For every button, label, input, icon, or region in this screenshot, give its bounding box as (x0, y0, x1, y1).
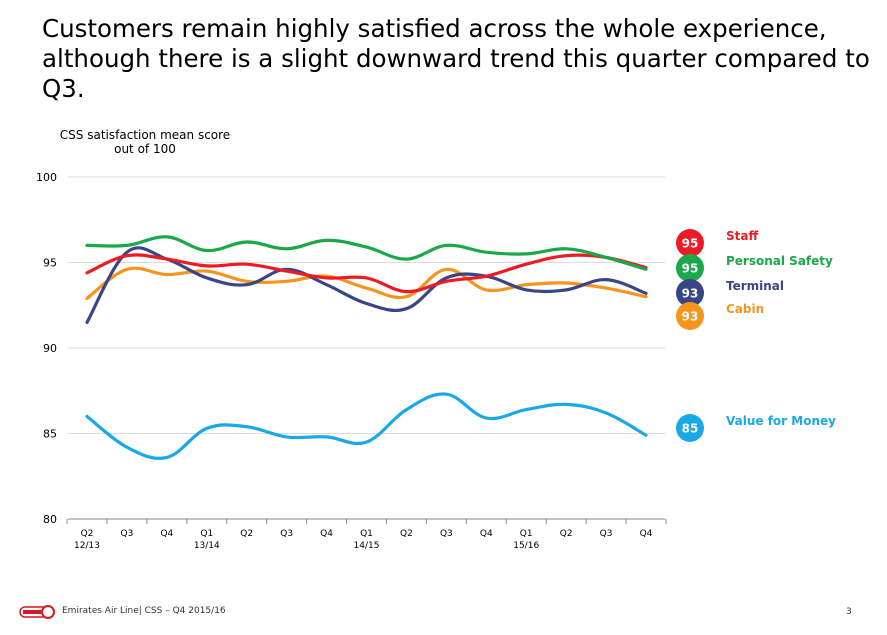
y-axis-label: CSS satisfaction mean score out of 100 (45, 128, 245, 156)
legend-label-cabin: Cabin (726, 302, 764, 316)
y-tick-label: 85 (43, 428, 57, 441)
x-tick-label: Q3 (121, 529, 134, 539)
x-tick-year-label: 14/15 (354, 541, 380, 551)
series-line-staff (85, 253, 648, 294)
legend-label-terminal: Terminal (726, 279, 784, 293)
legend-badge-value: 93 (682, 287, 699, 301)
series-line-personal-safety (85, 235, 648, 271)
x-tick-label: Q2 (400, 529, 413, 539)
x-tick-label: Q4 (160, 529, 173, 539)
x-tick-year-label: 13/14 (194, 541, 220, 551)
legend-badge-value: 93 (682, 310, 699, 324)
x-tick-label: Q2 (81, 529, 94, 539)
legend-badge-value: 95 (682, 262, 699, 276)
x-tick-label: Q2 (560, 529, 573, 539)
legend-badge-staff (676, 229, 704, 257)
y-tick-label: 95 (43, 257, 57, 270)
x-tick-year-label: 12/13 (74, 541, 100, 551)
series-line-cabin (85, 266, 648, 300)
x-tick-label: Q3 (280, 529, 293, 539)
series-line-value-for-money (85, 392, 648, 460)
legend-badge-personal-safety (676, 254, 704, 282)
y-tick-label: 80 (43, 513, 57, 526)
legend-label-staff: Staff (726, 229, 758, 243)
legend-label-personal-safety: Personal Safety (726, 254, 833, 268)
legend-badge-cabin (676, 302, 704, 330)
y-axis-label-line1: CSS satisfaction mean score (59, 128, 231, 142)
y-tick-label: 100 (36, 171, 57, 184)
legend-badge-value: 85 (682, 422, 699, 436)
y-axis-label-line2: out of 100 (114, 142, 176, 156)
x-tick-label: Q1 (200, 529, 213, 539)
x-tick-label: Q4 (480, 529, 493, 539)
x-tick-label: Q4 (640, 529, 653, 539)
x-tick-year-label: 15/16 (513, 541, 539, 551)
legend-badge-value-for-money (676, 414, 704, 442)
x-tick-label: Q3 (600, 529, 613, 539)
emirates-logo-icon (19, 605, 55, 619)
page-number: 3 (846, 607, 852, 617)
x-tick-label: Q3 (440, 529, 453, 539)
x-tick-label: Q4 (320, 529, 333, 539)
y-tick-label: 90 (43, 342, 57, 355)
legend-badge-terminal (676, 279, 704, 307)
legend-label-value-for-money: Value for Money (726, 414, 836, 428)
slide-title: Customers remain highly satisfied across… (42, 14, 870, 103)
footer-text: Emirates Air Line| CSS – Q4 2015/16 (62, 606, 226, 616)
x-tick-label: Q1 (520, 529, 533, 539)
legend-badge-value: 95 (682, 237, 699, 251)
x-tick-label: Q2 (240, 529, 253, 539)
x-tick-label: Q1 (360, 529, 373, 539)
